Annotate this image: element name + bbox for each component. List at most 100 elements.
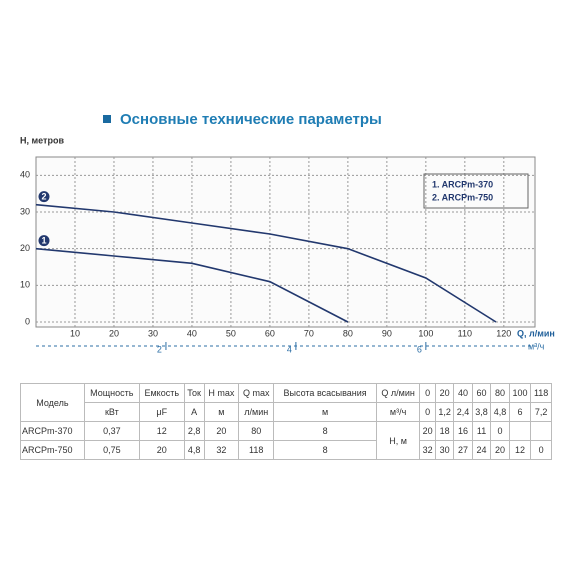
x-tick-label: 80 — [343, 328, 353, 338]
x-tick-label: 30 — [148, 328, 158, 338]
x-tick-label: 120 — [496, 328, 511, 338]
cell: 0,75 — [83, 440, 140, 460]
x2-tick-label: 4 — [287, 344, 292, 354]
title-bullet — [103, 115, 111, 123]
header-cell: 40 — [453, 383, 473, 403]
unit-cell: м³/ч — [375, 402, 421, 422]
curve-marker — [38, 235, 50, 247]
cell: 118 — [238, 440, 275, 460]
legend-box — [423, 173, 529, 209]
curve — [35, 203, 497, 323]
unit-cell: 6 — [508, 402, 532, 422]
header-cell: 100 — [508, 383, 532, 403]
unit-cell: 1,2 — [434, 402, 455, 422]
data-row: ARCPm-750 0,75 20 4,8 32 118 8 32 30 27 24 20 12 0 — [20, 440, 552, 460]
unit-cell: μF — [138, 402, 185, 422]
x-axis-label: Q, л/мин — [517, 328, 555, 338]
unit-cell: 2,4 — [453, 402, 473, 422]
header-cell: Высота всасывания — [273, 383, 377, 403]
x-tick-label: 70 — [304, 328, 314, 338]
header-cell: Мощность — [83, 383, 140, 403]
cell: 0,37 — [83, 421, 140, 441]
curve-marker — [38, 191, 50, 203]
y-tick-label: 20 — [20, 243, 30, 253]
y-axis-label: H, метров — [20, 135, 64, 145]
model-cell: ARCPm-370 — [20, 421, 85, 441]
x-tick-label: 50 — [226, 328, 236, 338]
cell: 24 — [471, 440, 492, 460]
curve-marker-label: 2 — [41, 192, 46, 202]
cell: 20 — [138, 440, 185, 460]
header-cell: Q л/мин — [375, 383, 421, 403]
cell: 20 — [490, 440, 510, 460]
header-row: Модель Мощность Емкость Ток H max Q max Высота… — [20, 383, 552, 422]
cell: 30 — [434, 440, 455, 460]
x2-tick-label: 6 — [417, 344, 422, 354]
header-cell: Емкость — [138, 383, 185, 403]
header-cell: H max — [203, 383, 240, 403]
x-tick-label: 20 — [109, 328, 119, 338]
header-cell: Q max — [238, 383, 275, 403]
legend-entry: 1. ARCPm-370 — [432, 179, 493, 189]
unit-cell: 3,8 — [471, 402, 492, 422]
header-cell: 60 — [471, 383, 492, 403]
cell: 27 — [453, 440, 473, 460]
unit-cell: 4,8 — [490, 402, 510, 422]
unit-cell: кВт — [83, 402, 140, 422]
curve-marker-label: 1 — [41, 236, 46, 246]
header-cell: 20 — [434, 383, 455, 403]
cell: 18 — [434, 421, 455, 441]
y-tick-label: 0 — [25, 316, 30, 326]
curve — [35, 247, 349, 323]
legend-entry: 2. ARCPm-750 — [432, 192, 493, 202]
x2-tick-label: 2 — [157, 344, 162, 354]
header-cell: Модель — [20, 383, 85, 422]
cell — [508, 421, 532, 441]
cell: 4,8 — [183, 440, 205, 460]
cell: 12 — [508, 440, 532, 460]
cell — [530, 421, 552, 441]
cell: 0 — [530, 440, 552, 460]
cell: 0 — [490, 421, 510, 441]
cell: 32 — [419, 440, 436, 460]
x-tick-label: 60 — [265, 328, 275, 338]
header-cell: 0 — [419, 383, 436, 403]
cell: 8 — [273, 421, 377, 441]
unit-cell: м — [273, 402, 377, 422]
y-tick-label: 10 — [20, 280, 30, 290]
unit-cell: 7,2 — [530, 402, 552, 422]
header-cell: 80 — [490, 383, 510, 403]
chart: Основные технические параметры H, метров… — [20, 111, 555, 354]
x2-axis-label: м³/ч — [528, 341, 545, 351]
x-tick-label: 40 — [187, 328, 197, 338]
x-tick-label: 100 — [418, 328, 433, 338]
cell: 32 — [203, 440, 240, 460]
data-row: ARCPm-370 0,37 12 2,8 20 80 8 H, м 20 18 16 11 0 — [20, 421, 552, 460]
cell: 2,8 — [183, 421, 205, 441]
cell: 20 — [419, 421, 436, 441]
cell: 12 — [138, 421, 185, 441]
x-tick-label: 90 — [382, 328, 392, 338]
y-tick-label: 40 — [20, 170, 30, 180]
unit-cell: м — [203, 402, 240, 422]
x-tick-label: 10 — [70, 328, 80, 338]
unit-cell: 0 — [419, 402, 436, 422]
cell: 20 — [203, 421, 240, 441]
plot-area — [35, 156, 536, 328]
unit-cell: A — [183, 402, 205, 422]
cell: 16 — [453, 421, 473, 441]
header-cell: Ток — [183, 383, 205, 403]
h-label-cell: H, м — [375, 421, 421, 460]
header-cell: 118 — [530, 383, 552, 403]
y-tick-label: 30 — [20, 206, 30, 216]
cell: 8 — [273, 440, 377, 460]
cell: 11 — [471, 421, 492, 441]
spec-table: Модель Мощность Емкость Ток H max Q max Высота… — [20, 383, 552, 460]
x-tick-label: 110 — [458, 328, 472, 338]
cell: 80 — [238, 421, 275, 441]
unit-cell: л/мин — [238, 402, 275, 422]
model-cell: ARCPm-750 — [20, 440, 85, 460]
chart-title: Основные технические параметры — [120, 111, 382, 128]
